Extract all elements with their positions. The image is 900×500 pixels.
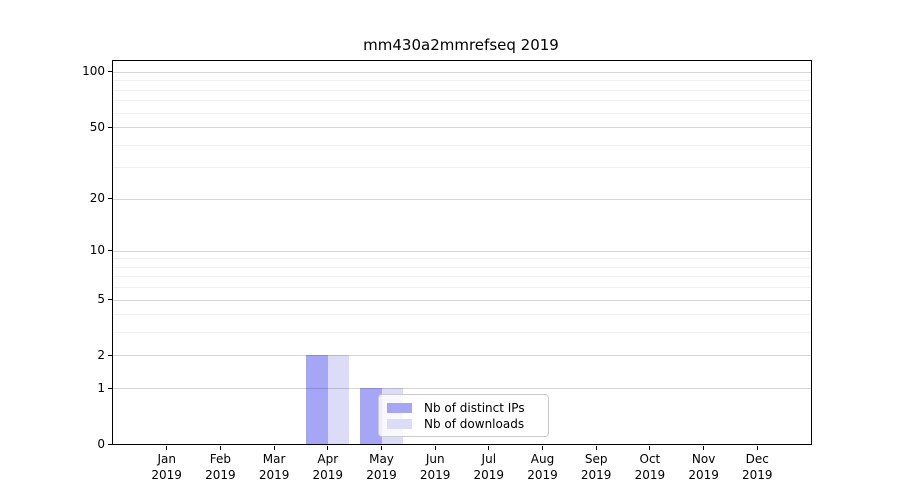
gridline-minor (113, 332, 811, 334)
x-tick-label: Jan 2019 (135, 451, 199, 483)
gridline-minor (113, 276, 811, 278)
x-tick-month: Jun (425, 452, 445, 466)
y-tick-label: 5 (97, 292, 105, 306)
x-tick-mark (488, 446, 490, 450)
legend-swatch (387, 419, 412, 429)
y-tick-mark (108, 198, 112, 199)
x-tick-year: 2019 (366, 468, 397, 482)
x-tick-mark (542, 446, 543, 450)
x-tick-mark (219, 446, 221, 450)
x-tick-year: 2019 (527, 468, 558, 482)
legend: Nb of distinct IPs Nb of downloads (378, 394, 549, 437)
x-tick-mark (649, 446, 651, 450)
y-tick-mark (108, 443, 112, 445)
gridline-major (113, 355, 811, 357)
y-tick-mark (108, 299, 112, 300)
x-tick-mark (166, 446, 168, 450)
bar (306, 355, 328, 444)
x-tick-label: Feb 2019 (188, 451, 252, 483)
gridline-major (113, 299, 811, 301)
gridline-minor (113, 266, 811, 268)
y-tick-label: 10 (89, 243, 105, 258)
y-tick-label: 50 (89, 119, 105, 134)
legend-swatch (387, 403, 412, 413)
x-tick-year: 2019 (312, 468, 344, 482)
x-tick-label: Jul 2019 (457, 451, 521, 483)
x-tick-month: Feb (209, 452, 232, 466)
x-tick-month: Apr (317, 452, 339, 466)
gridline-minor (113, 314, 811, 316)
legend-entry: Nb of downloads (387, 416, 540, 432)
y-tick-label: 0 (97, 436, 105, 451)
x-tick-year: 2019 (473, 468, 505, 482)
x-tick-label: Apr 2019 (296, 451, 360, 483)
x-tick-mark (381, 446, 382, 450)
gridline-minor (113, 167, 811, 169)
x-tick-month: May (369, 452, 394, 466)
chart-title: mm430a2mmrefseq 2019 (363, 36, 559, 54)
x-tick-year: 2019 (258, 468, 290, 482)
gridline-major (113, 388, 811, 390)
x-tick-year: 2019 (419, 468, 451, 482)
gridline-minor (113, 89, 811, 91)
gridline-minor (113, 144, 811, 146)
x-tick-label: Oct 2019 (618, 451, 682, 483)
x-tick-mark (434, 446, 436, 450)
gridline-minor (113, 112, 811, 114)
gridline-major (113, 71, 811, 73)
x-tick-label: Sep 2019 (564, 451, 628, 483)
x-tick-month: Dec (745, 452, 769, 466)
x-tick-mark (703, 446, 705, 450)
y-tick-mark (108, 354, 112, 356)
x-tick-mark (756, 446, 758, 450)
x-tick-year: 2019 (205, 468, 236, 482)
x-tick-year: 2019 (688, 468, 719, 482)
x-tick-label: May 2019 (350, 451, 414, 483)
gridline-minor (113, 100, 811, 102)
y-tick-label: 2 (97, 347, 105, 362)
legend-label: Nb of distinct IPs (424, 401, 525, 415)
y-tick-mark (108, 250, 112, 252)
gridline-major (113, 198, 811, 200)
plot-area: Nb of distinct IPs Nb of downloads 0 1 2 5 10… (82, 60, 812, 482)
x-tick-label: Jun 2019 (403, 451, 467, 483)
gridline-minor (113, 80, 811, 82)
y-tick-mark (108, 71, 112, 73)
x-tick-year: 2019 (151, 468, 182, 482)
y-tick-label: 20 (89, 191, 105, 205)
x-tick-mark (327, 446, 329, 450)
gridline-major (113, 127, 811, 128)
bar (327, 355, 350, 444)
x-tick-year: 2019 (580, 468, 612, 482)
gridline-minor (113, 287, 811, 289)
y-tick-label: 100 (82, 64, 105, 79)
x-tick-month: Sep (584, 452, 608, 466)
y-tick-mark (108, 126, 112, 128)
x-tick-month: Nov (691, 452, 716, 466)
x-tick-label: Dec 2019 (725, 451, 789, 483)
legend-label: Nb of downloads (424, 417, 525, 431)
gridline-minor (113, 258, 811, 260)
legend-entry: Nb of distinct IPs (387, 400, 540, 416)
x-tick-month: Oct (639, 452, 661, 466)
x-tick-month: Jan (157, 452, 176, 466)
x-tick-label: Aug 2019 (511, 451, 575, 483)
bar (360, 388, 382, 444)
x-tick-month: Aug (530, 452, 555, 466)
x-tick-year: 2019 (634, 468, 666, 482)
y-tick-mark (108, 387, 112, 389)
y-tick-label: 1 (97, 380, 105, 395)
x-tick-month: Mar (262, 452, 286, 466)
x-tick-mark (595, 446, 597, 450)
x-tick-mark (273, 446, 275, 450)
x-tick-label: Mar 2019 (242, 451, 306, 483)
x-tick-year: 2019 (742, 468, 773, 482)
gridline-major (113, 250, 811, 252)
x-tick-label: Nov 2019 (672, 451, 736, 483)
x-tick-month: Jul (481, 452, 497, 466)
